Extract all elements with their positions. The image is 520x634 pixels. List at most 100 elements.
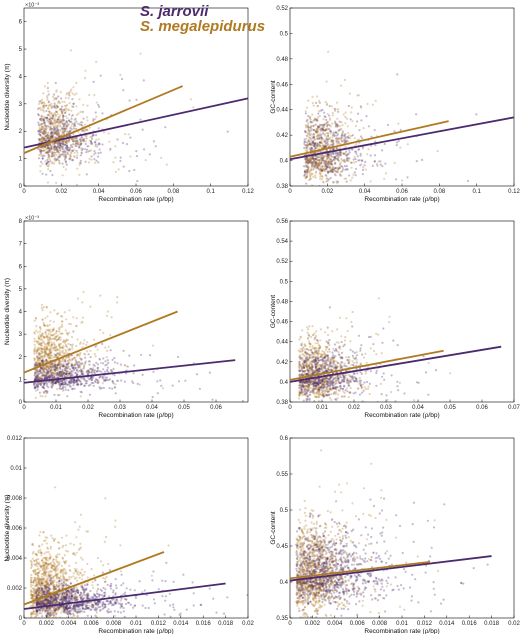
point-jarrovii xyxy=(335,155,338,158)
point-megalepidurus xyxy=(76,154,79,157)
point-megalepidurus xyxy=(45,333,48,336)
point-megalepidurus xyxy=(326,127,330,130)
point-megalepidurus xyxy=(95,101,98,104)
point-megalepidurus xyxy=(54,371,57,375)
point-megalepidurus xyxy=(33,331,36,334)
point-jarrovii xyxy=(91,368,95,371)
point-jarrovii xyxy=(320,157,323,160)
point-jarrovii xyxy=(39,117,42,121)
point-megalepidurus xyxy=(42,109,45,112)
point-megalepidurus xyxy=(334,377,337,380)
point-megalepidurus xyxy=(328,376,332,379)
point-jarrovii xyxy=(308,365,311,368)
point-jarrovii xyxy=(83,365,86,368)
point-jarrovii xyxy=(65,383,68,386)
point-megalepidurus xyxy=(38,325,42,329)
point-megalepidurus xyxy=(316,383,320,386)
point-jarrovii xyxy=(322,377,325,380)
point-megalepidurus xyxy=(303,343,306,346)
point-megalepidurus xyxy=(39,140,43,143)
point-jarrovii xyxy=(299,391,302,394)
point-jarrovii xyxy=(48,376,51,379)
point-megalepidurus xyxy=(302,358,305,361)
point-jarrovii xyxy=(66,365,69,368)
point-jarrovii xyxy=(65,372,68,375)
point-megalepidurus xyxy=(337,385,340,389)
point-megalepidurus xyxy=(301,348,304,351)
point-jarrovii xyxy=(62,118,65,121)
point-megalepidurus xyxy=(327,132,330,135)
x-axis-label: Recombination rate (ρ/bp) xyxy=(98,196,173,203)
point-megalepidurus xyxy=(64,343,68,346)
point-megalepidurus xyxy=(349,387,352,390)
point-megalepidurus xyxy=(306,197,308,199)
point-jarrovii xyxy=(62,383,65,386)
point-jarrovii xyxy=(32,382,36,386)
point-megalepidurus xyxy=(42,107,45,110)
point-megalepidurus xyxy=(53,353,56,356)
point-jarrovii xyxy=(323,159,326,162)
point-jarrovii xyxy=(106,359,109,362)
point-jarrovii xyxy=(76,139,79,143)
point-megalepidurus xyxy=(312,380,315,383)
point-jarrovii xyxy=(466,179,470,183)
point-jarrovii xyxy=(300,356,303,360)
point-megalepidurus xyxy=(313,161,316,164)
point-megalepidurus xyxy=(105,356,108,359)
point-megalepidurus xyxy=(337,166,340,169)
point-jarrovii xyxy=(79,362,82,365)
point-jarrovii xyxy=(322,360,326,363)
point-jarrovii xyxy=(113,361,116,364)
point-jarrovii xyxy=(328,170,331,173)
point-megalepidurus xyxy=(307,167,310,170)
point-megalepidurus xyxy=(310,357,313,360)
point-megalepidurus xyxy=(317,347,320,350)
point-megalepidurus xyxy=(55,147,58,150)
point-megalepidurus xyxy=(306,389,309,392)
point-megalepidurus xyxy=(59,118,62,121)
point-megalepidurus xyxy=(347,160,350,163)
point-megalepidurus xyxy=(97,380,100,383)
point-megalepidurus xyxy=(320,385,323,388)
point-megalepidurus xyxy=(41,139,44,142)
point-megalepidurus xyxy=(309,342,312,346)
point-jarrovii xyxy=(311,351,314,354)
point-megalepidurus xyxy=(308,160,311,164)
point-jarrovii xyxy=(101,376,104,379)
point-megalepidurus xyxy=(51,153,54,156)
point-megalepidurus xyxy=(54,369,57,372)
point-megalepidurus xyxy=(56,364,59,367)
point-jarrovii xyxy=(38,362,41,365)
point-megalepidurus xyxy=(343,343,346,346)
point-megalepidurus xyxy=(344,111,347,114)
point-megalepidurus xyxy=(41,333,44,336)
point-jarrovii xyxy=(309,158,312,161)
point-megalepidurus xyxy=(334,379,337,382)
point-jarrovii xyxy=(318,134,321,137)
point-megalepidurus xyxy=(84,69,87,72)
point-jarrovii xyxy=(324,174,327,177)
point-jarrovii xyxy=(96,366,99,369)
point-jarrovii xyxy=(328,379,331,382)
point-megalepidurus xyxy=(319,172,322,175)
point-megalepidurus xyxy=(308,354,311,357)
point-jarrovii xyxy=(318,101,321,104)
point-megalepidurus xyxy=(309,172,312,175)
point-jarrovii xyxy=(111,370,114,373)
point-jarrovii xyxy=(91,137,94,140)
point-jarrovii xyxy=(313,381,316,384)
point-megalepidurus xyxy=(308,130,312,133)
point-megalepidurus xyxy=(306,165,309,168)
point-megalepidurus xyxy=(317,367,320,370)
point-megalepidurus xyxy=(61,370,64,373)
point-megalepidurus xyxy=(47,371,50,374)
point-megalepidurus xyxy=(42,118,45,121)
point-jarrovii xyxy=(92,134,95,137)
point-megalepidurus xyxy=(304,369,307,372)
point-jarrovii xyxy=(73,379,76,382)
point-jarrovii xyxy=(325,160,328,163)
point-jarrovii xyxy=(43,390,46,393)
point-megalepidurus xyxy=(65,154,68,158)
y-axis-label: Nucleotide diversity (π) xyxy=(4,64,11,131)
point-megalepidurus xyxy=(315,330,318,333)
